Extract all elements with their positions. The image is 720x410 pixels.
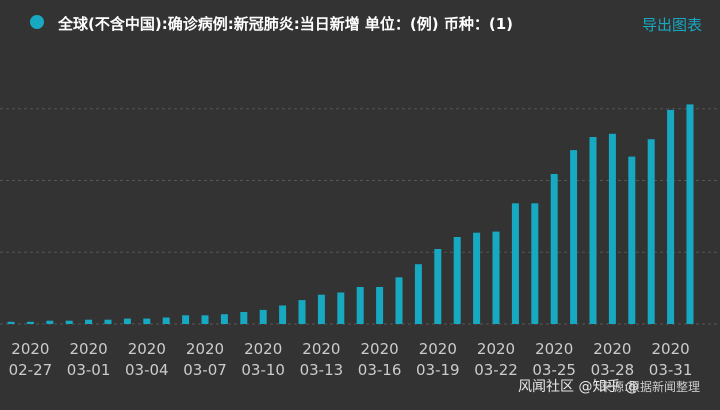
watermark-note: 来源:根据新闻整理 [600,380,701,394]
chart-title: 全球(不含中国):确诊病例:新冠肺炎:当日新增 单位：(例) 币种：(1) [58,15,514,33]
bar-03-08 [220,314,228,324]
bar-02-28 [46,320,54,324]
bar-03-04 [143,318,151,324]
x-tick-date-label: 03-07 [183,361,227,379]
x-tick-date-label: 03-04 [125,361,169,379]
bar-03-26 [570,150,578,324]
bar-03-21 [473,232,481,324]
x-tick-year-label: 2020 [11,340,49,358]
bar-03-02 [104,319,112,324]
bar-03-06 [182,315,190,324]
bar-chart: 2020 02-27 2020 03-01 2020 03-04 2020 03-07 2020… [0,104,720,379]
bar-03-09 [240,312,248,324]
x-tick-year-label: 2020 [652,340,690,358]
bars [7,104,694,325]
x-tick-year-label: 2020 [70,340,108,358]
x-tick-year-label: 2020 [302,340,340,358]
x-tick-date-label: 03-01 [67,361,111,379]
x-tick-year-label: 2020 [361,340,399,358]
bar-03-24 [531,203,539,324]
bar-03-16 [376,287,384,324]
bar-03-23 [511,203,519,324]
bar-03-10 [259,309,267,324]
bar-03-05 [162,317,170,324]
bar-03-25 [550,174,558,324]
bar-03-30 [647,139,655,324]
bar-03-12 [298,300,306,324]
x-tick-year-label: 2020 [535,340,573,358]
bar-03-13 [317,294,325,324]
x-tick-date-label: 03-28 [591,361,635,379]
x-tick-date-label: 03-13 [300,361,344,379]
export-chart-button[interactable]: 导出图表 [641,16,702,34]
bar-03-27 [589,137,597,324]
bar-03-15 [356,287,364,324]
bar-03-07 [201,315,209,324]
bar-02-27 [26,321,34,324]
x-tick-date-label: 03-31 [649,361,693,379]
x-tick-year-label: 2020 [477,340,515,358]
x-tick-date-label: 02-27 [9,361,53,379]
bar-03-22 [492,231,500,324]
bar-03-18 [414,264,422,324]
x-axis-ticks: 2020 02-27 2020 03-01 2020 03-04 2020 03-07 2020… [9,340,693,379]
bar-03-14 [337,292,345,324]
bar-03-28 [608,133,616,324]
bar-03-19 [434,249,442,324]
series-dot-icon [30,15,44,29]
x-tick-year-label: 2020 [186,340,224,358]
x-tick-year-label: 2020 [128,340,166,358]
x-tick-date-label: 03-19 [416,361,460,379]
chart-header: 全球(不含中国):确诊病例:新冠肺炎:当日新增 单位：(例) 币种：(1) 导出… [0,0,720,46]
bar-03-20 [453,237,461,324]
x-tick-year-label: 2020 [593,340,631,358]
bar-03-01 [85,319,93,324]
bar-04-01 [686,104,694,325]
bar-03-11 [279,305,287,324]
x-tick-date-label: 03-25 [532,361,576,379]
bar-03-31 [667,109,675,325]
watermark-source: 风闻社区 @知乎 @ [518,379,639,395]
bar-03-03 [123,318,131,324]
x-tick-year-label: 2020 [419,340,457,358]
x-tick-date-label: 03-16 [358,361,402,379]
bar-02-26 [7,321,15,324]
bar-02-29 [65,320,73,324]
x-tick-date-label: 03-10 [241,361,285,379]
x-tick-year-label: 2020 [244,340,282,358]
bar-03-17 [395,277,403,324]
bar-03-29 [628,156,636,324]
x-tick-date-label: 03-22 [474,361,518,379]
